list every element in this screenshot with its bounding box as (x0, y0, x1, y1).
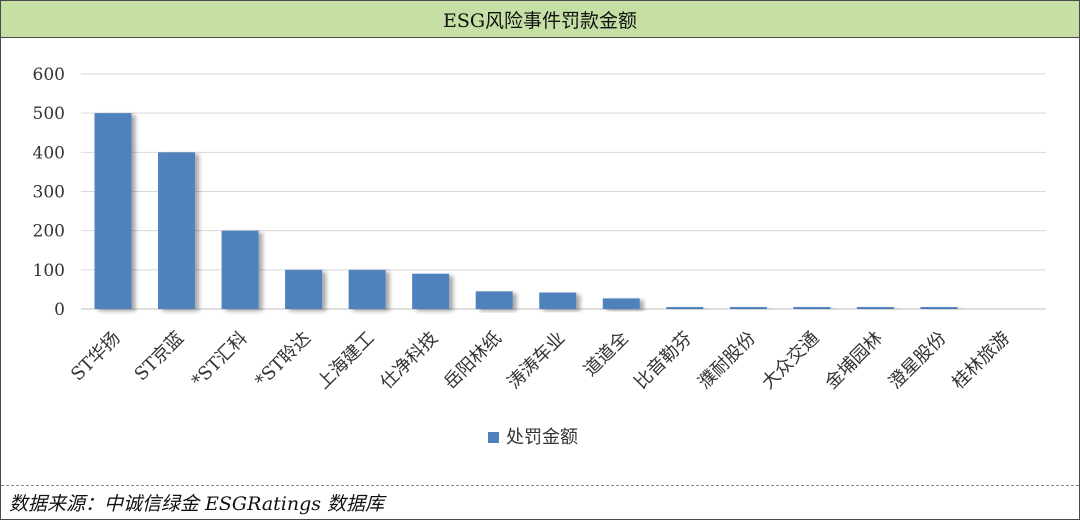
bar (729, 307, 767, 309)
bar (793, 307, 831, 309)
bar (539, 292, 577, 309)
x-tick-label: *ST汇科 (188, 328, 252, 392)
chart-title: ESG风险事件罚款金额 (1, 1, 1079, 38)
x-tick-label: 桂林旅游 (948, 328, 1014, 394)
source-note: 数据来源：中诚信绿金 ESGRatings 数据库 (1, 485, 1079, 519)
y-tick-label: 200 (33, 222, 65, 242)
x-tick-label: ST华扬 (67, 328, 125, 386)
bar (285, 269, 323, 309)
x-tick-label: 道道全 (580, 328, 633, 381)
bar (158, 152, 196, 309)
y-tick-label: 0 (54, 300, 65, 320)
bar (920, 307, 958, 309)
bar (475, 291, 513, 309)
y-tick-label: 300 (33, 183, 65, 203)
y-tick-label: 100 (33, 261, 65, 281)
y-tick-label: 400 (33, 143, 65, 163)
x-tick-label: *ST聆达 (251, 328, 315, 392)
x-tick-label: 大众交通 (758, 328, 824, 394)
legend-label: 处罚金额 (506, 427, 578, 448)
bar (856, 307, 894, 309)
x-tick-label: 比音勒芬 (631, 328, 697, 394)
chart-area: 0 100 200 300 400 500 600 ST华扬 ST京蓝 *ST汇科 *ST聆达 上海建… (1, 38, 1079, 484)
legend-swatch (488, 432, 499, 443)
bar (412, 273, 450, 309)
x-tick-label: 金埔园林 (821, 328, 887, 394)
x-tick-label: 澄星股份 (885, 328, 951, 394)
y-tick-label: 500 (33, 104, 65, 124)
x-tick-label: 岳阳林纸 (440, 328, 506, 394)
x-tick-label: 濮耐股份 (694, 328, 760, 394)
x-tick-label: 上海建工 (313, 328, 379, 394)
x-tick-label: 涛涛车业 (504, 328, 570, 394)
x-tick-label: 仕净科技 (376, 328, 442, 394)
bar (602, 298, 640, 309)
bar (348, 269, 386, 309)
bar (94, 113, 132, 310)
y-tick-label: 600 (33, 65, 65, 85)
bar (666, 307, 704, 309)
bar (221, 230, 259, 309)
x-tick-label: ST京蓝 (131, 328, 189, 386)
bar-chart: 0 100 200 300 400 500 600 ST华扬 ST京蓝 *ST汇科 *ST聆达上海建… (33, 65, 1046, 448)
